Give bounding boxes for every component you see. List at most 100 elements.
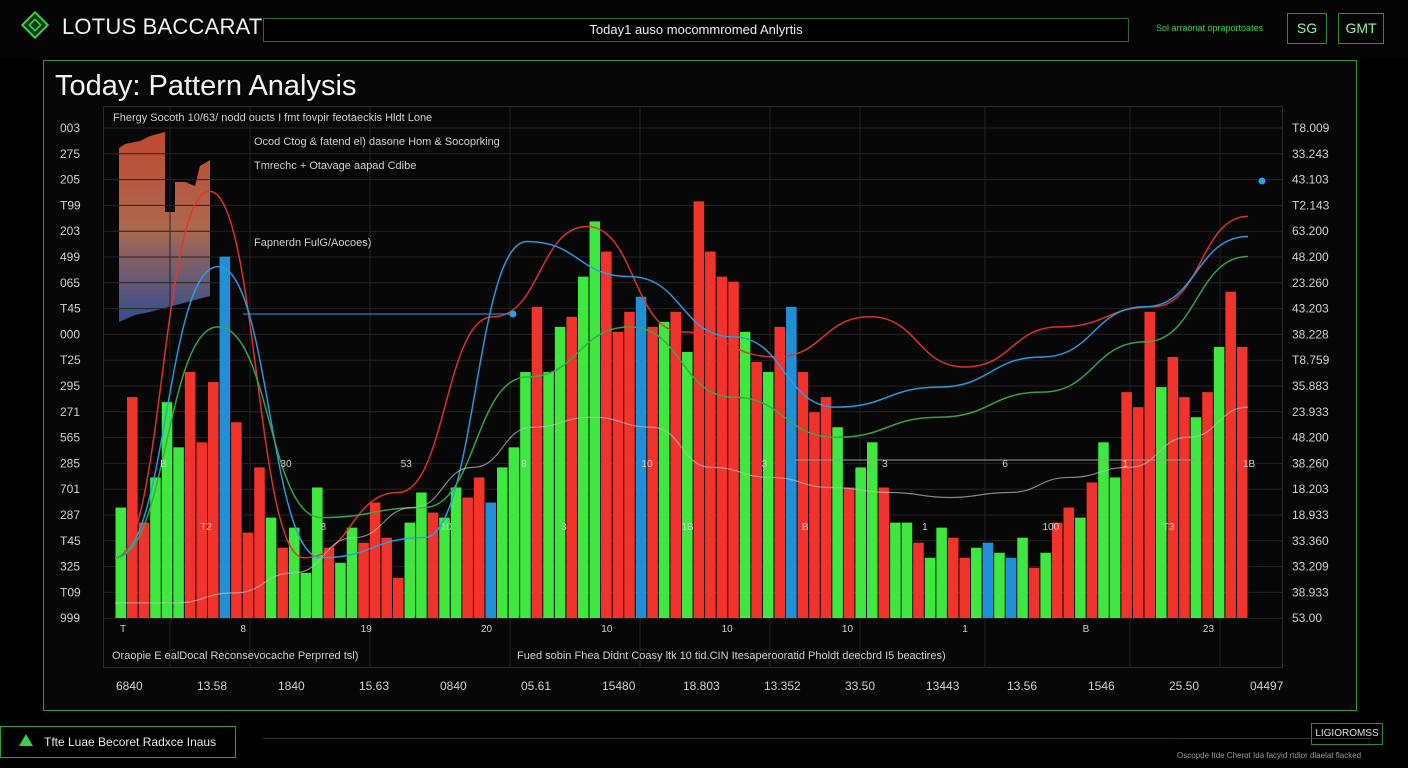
point-label: 10 (601, 624, 613, 635)
bar (138, 522, 150, 618)
bar (508, 447, 520, 618)
bar (901, 522, 913, 618)
y-tick-left: 275 (60, 147, 80, 161)
bar (971, 547, 982, 618)
bar (219, 256, 231, 618)
annotation-2: Ocod Ctog & fatend el) dasone Hom & Soco… (254, 136, 500, 148)
bar (1109, 477, 1121, 618)
bar (416, 492, 427, 618)
x-tick: 04497 (1250, 679, 1284, 693)
bar (762, 372, 774, 618)
point-label: T2 (200, 522, 212, 533)
bar (369, 502, 381, 618)
point-label: 10 (641, 459, 653, 470)
y-tick-left: T45 (60, 302, 81, 316)
bar (323, 547, 335, 618)
bar (1132, 407, 1144, 618)
bar (184, 372, 196, 618)
footer-box (0, 726, 236, 758)
y-tick-right: 63.200 (1292, 224, 1329, 238)
bar (566, 316, 577, 618)
y-tick-right: 48.200 (1292, 250, 1329, 264)
x-tick: 13.58 (197, 679, 227, 693)
panel-title: Today: Pattern Analysis (55, 70, 357, 102)
point-label: 10 (722, 624, 734, 635)
series-line-green (114, 255, 1249, 559)
point-label: 100 (1042, 522, 1059, 533)
brand-name: LOTUS BACCARAT (62, 14, 263, 39)
bar (231, 422, 242, 618)
y-tick-left: 000 (60, 327, 80, 341)
end-point (1258, 177, 1266, 185)
y-tick-right: 18.203 (1292, 482, 1329, 496)
bar (497, 467, 508, 618)
y-tick-right: 35.883 (1292, 379, 1329, 393)
y-tick-left: 499 (60, 250, 80, 264)
bar (809, 412, 820, 618)
y-tick-right: 33.243 (1292, 147, 1329, 161)
bar (705, 251, 716, 619)
point-label: 1 (922, 522, 928, 533)
bar (774, 326, 786, 618)
bar (392, 577, 404, 618)
bar (1098, 442, 1109, 618)
y-tick-right: 43.203 (1292, 302, 1329, 316)
bar (739, 331, 751, 618)
y-tick-right: 38.228 (1292, 327, 1329, 341)
footer-right-divider (1181, 738, 1371, 739)
y-tick-right: 38.933 (1292, 585, 1329, 599)
y-tick-left: 295 (60, 379, 80, 393)
point-label: 3 (561, 522, 567, 533)
x-tick: 13.56 (1007, 679, 1037, 693)
bar (450, 487, 462, 618)
bar (1028, 567, 1040, 618)
bar (554, 326, 566, 618)
y-tick-left: 203 (60, 224, 80, 238)
y-tick-left: 065 (60, 276, 80, 290)
bar (843, 487, 855, 618)
bar (358, 542, 369, 618)
y-tick-left: 285 (60, 456, 80, 470)
bar (832, 427, 843, 618)
point-label: B (802, 522, 809, 533)
bar (473, 477, 485, 618)
gmt-button[interactable]: GMT (1338, 13, 1384, 44)
footer-button[interactable]: LIGIOROMSS (1311, 723, 1383, 745)
annotation-1: Fhergy Socoth 10/63/ nodd oucts I fmt fo… (113, 112, 433, 124)
bar (335, 562, 346, 618)
bar (994, 552, 1005, 618)
bar (173, 447, 184, 618)
bar (277, 547, 288, 618)
bar (1167, 356, 1179, 618)
point-label: 23 (1203, 624, 1215, 635)
point-label: 30 (280, 459, 292, 470)
y-tick-left: T99 (60, 198, 81, 212)
x-tick: 33.50 (845, 679, 875, 693)
x-tick: 13443 (926, 679, 960, 693)
bar (658, 321, 670, 618)
bar (312, 487, 323, 618)
chart-frame (103, 106, 1283, 668)
bar (1005, 557, 1017, 618)
bar (1225, 291, 1236, 618)
point-label: 20 (481, 624, 493, 635)
y-tick-left: 999 (60, 611, 80, 625)
sg-button[interactable]: SG (1287, 13, 1327, 44)
footer-title: Tfte Luae Becoret Radxce Inaus (44, 735, 217, 749)
bar (751, 361, 762, 618)
y-tick-left: 287 (60, 508, 80, 522)
x-tick: 18.803 (683, 679, 720, 693)
bar (346, 527, 358, 618)
bar (196, 442, 207, 618)
bar (728, 281, 739, 618)
x-tick: 05.61 (521, 679, 551, 693)
footer-divider (263, 738, 1299, 739)
title-field[interactable]: Today1 auso mocommromed Anlyrtis (263, 18, 1129, 42)
bar (647, 326, 658, 618)
bar (1051, 522, 1063, 618)
bar (1121, 392, 1132, 618)
x-tick: 15.63 (359, 679, 389, 693)
y-tick-left: T45 (60, 534, 81, 548)
bar (716, 276, 728, 618)
bar (242, 532, 254, 618)
